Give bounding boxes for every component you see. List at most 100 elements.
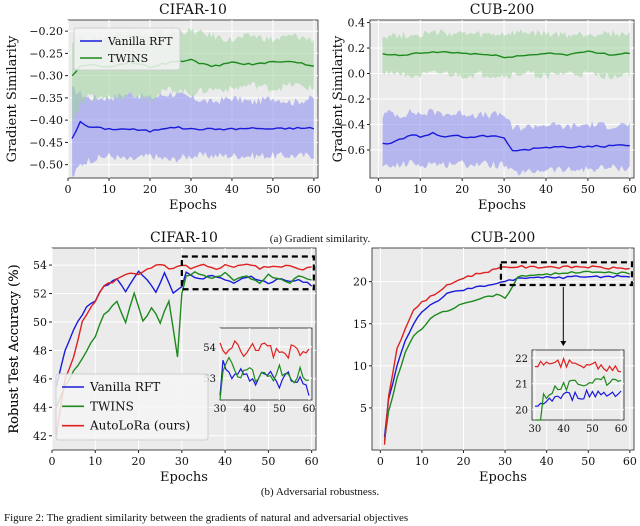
x-tick-label: 30: [497, 183, 511, 196]
y-tick-label: 44: [33, 401, 47, 414]
chart-title: CUB-200: [471, 230, 536, 246]
inset-line-autolora-ours-: [219, 339, 310, 360]
legend: Vanilla RFT TWINS AutoLoRa (ours): [55, 373, 209, 441]
chart-title: CUB-200: [470, 2, 535, 18]
x-axis-label: Epochs: [169, 198, 217, 213]
inset-area: [531, 349, 625, 421]
inset-x-tick-label: 60: [615, 424, 628, 435]
x-tick-label: 30: [498, 455, 512, 468]
x-tick-label: 0: [377, 455, 384, 468]
inset-y-tick-label: 54: [203, 343, 216, 354]
x-tick-label: 60: [623, 183, 637, 196]
legend-label: Vanilla RFT: [107, 35, 173, 48]
y-tick-label: −0.50: [29, 159, 63, 172]
chart-panel-3: 0 10 20 30 40 50 60 42 44 46 48 50 52 54 CIFAR-10 Epoch…: [7, 230, 319, 485]
inset-y-tick-label: 22: [515, 354, 528, 365]
y-tick-label: 50: [33, 316, 47, 329]
inset-x-tick-label: 40: [243, 404, 256, 415]
inset-panel: 30 40 50 60 53 54: [203, 327, 316, 415]
x-tick-label: 40: [218, 455, 232, 468]
y-tick-label: 5: [360, 402, 367, 415]
line-vanilla-rft: [382, 131, 630, 152]
x-tick-label: 30: [175, 455, 189, 468]
y-tick-label: 0.0: [348, 68, 366, 81]
legend-label: TWINS: [108, 52, 148, 65]
y-tick-label: 42: [33, 430, 47, 443]
chart-panel-2: 0 10 20 30 40 50 60 −0.6 −0.4 −0.2 0.0 0.2 0.4 CUB-20…: [331, 2, 637, 213]
x-tick-label: 50: [261, 455, 275, 468]
y-tick-label: −0.45: [29, 136, 63, 149]
y-tick-label: 48: [33, 344, 47, 357]
y-tick-label: 52: [33, 288, 47, 301]
x-tick-label: 30: [184, 183, 198, 196]
x-tick-label: 50: [581, 183, 595, 196]
inset-x-tick-label: 30: [529, 424, 542, 435]
x-axis-label: Epochs: [160, 470, 208, 485]
x-tick-label: 40: [540, 455, 554, 468]
y-tick-label: −0.40: [29, 114, 63, 127]
inset-line-twins: [219, 356, 310, 401]
band-vanilla-rft: [72, 85, 314, 177]
y-axis-label: Robust Test Accuracy (%): [7, 264, 22, 433]
inset-y-tick-label: 21: [515, 380, 528, 391]
band-twins: [382, 28, 630, 80]
chart-panel-4: 0 10 20 30 40 50 60 5 10 15 20 CUB-200 Epochs Robust …: [7, 230, 637, 485]
x-axis-label: Epochs: [479, 470, 527, 485]
x-tick-label: 10: [415, 455, 429, 468]
line-vanilla-rft: [71, 120, 315, 139]
chart-title: CIFAR-10: [159, 2, 227, 18]
zoom-highlight-box: [499, 261, 634, 287]
caption-b: (b) Adversarial robustness.: [260, 486, 380, 498]
line-autolora-ours-: [55, 263, 312, 436]
y-tick-label: 46: [33, 373, 47, 386]
line-autolora-ours-: [383, 264, 630, 445]
x-tick-label: 60: [623, 455, 637, 468]
x-tick-label: 60: [307, 183, 321, 196]
legend-label: Vanilla RFT: [89, 380, 160, 394]
y-tick-label: 54: [33, 259, 47, 272]
line-twins: [382, 50, 630, 59]
x-tick-label: 40: [225, 183, 239, 196]
x-tick-label: 20: [455, 183, 469, 196]
inset-x-tick-label: 50: [273, 404, 286, 415]
y-tick-label: −0.2: [338, 93, 365, 106]
x-tick-label: 50: [266, 183, 280, 196]
y-tick-label: −0.25: [29, 47, 63, 60]
zoom-arrow-head: [560, 341, 567, 346]
legend-box: [73, 27, 181, 71]
y-axis-label: Gradient Similarity: [5, 35, 20, 162]
zoom-highlight-box: [180, 255, 315, 291]
line-vanilla-rft: [383, 274, 630, 438]
x-axis-label: Epochs: [478, 198, 526, 213]
y-axis-label: Gradient Similarity: [331, 35, 346, 162]
y-tick-label: −0.35: [29, 92, 63, 105]
inset-line-vanilla-rft: [534, 388, 622, 407]
line-twins: [383, 270, 631, 442]
inset-panel: 30 40 50 60 20 21 22: [515, 349, 628, 435]
x-tick-label: 20: [456, 455, 470, 468]
y-tick-label: 10: [353, 360, 367, 373]
x-tick-label: 10: [413, 183, 427, 196]
x-tick-label: 10: [102, 183, 116, 196]
caption-a: (a) Gradient similarity.: [269, 233, 371, 245]
y-tick-label: −0.20: [29, 25, 63, 38]
x-tick-label: 0: [65, 183, 72, 196]
chart-title: CIFAR-10: [150, 230, 218, 246]
legend-box: [55, 373, 209, 441]
chart-panel-1: 0 10 20 30 40 50 60 −0.50 −0.45 −0.40 −0.35 −0.30 −0…: [5, 2, 321, 213]
x-tick-label: 0: [49, 455, 56, 468]
inset-x-tick-label: 40: [557, 424, 570, 435]
inset-x-tick-label: 60: [303, 404, 316, 415]
figure-body-text: Figure 2: The gradient similarity betwee…: [4, 512, 409, 524]
inset-line-autolora-ours-: [534, 356, 622, 373]
y-tick-label: 15: [353, 318, 367, 331]
y-tick-label: −0.30: [29, 70, 63, 83]
y-axis-label: Robust Test Accuracy (%): [7, 264, 22, 433]
x-tick-label: 50: [581, 455, 595, 468]
x-tick-label: 0: [375, 183, 382, 196]
x-tick-label: 20: [132, 455, 146, 468]
x-tick-label: 40: [539, 183, 553, 196]
inset-x-tick-label: 30: [214, 404, 227, 415]
y-tick-label: −0.6: [338, 144, 365, 157]
